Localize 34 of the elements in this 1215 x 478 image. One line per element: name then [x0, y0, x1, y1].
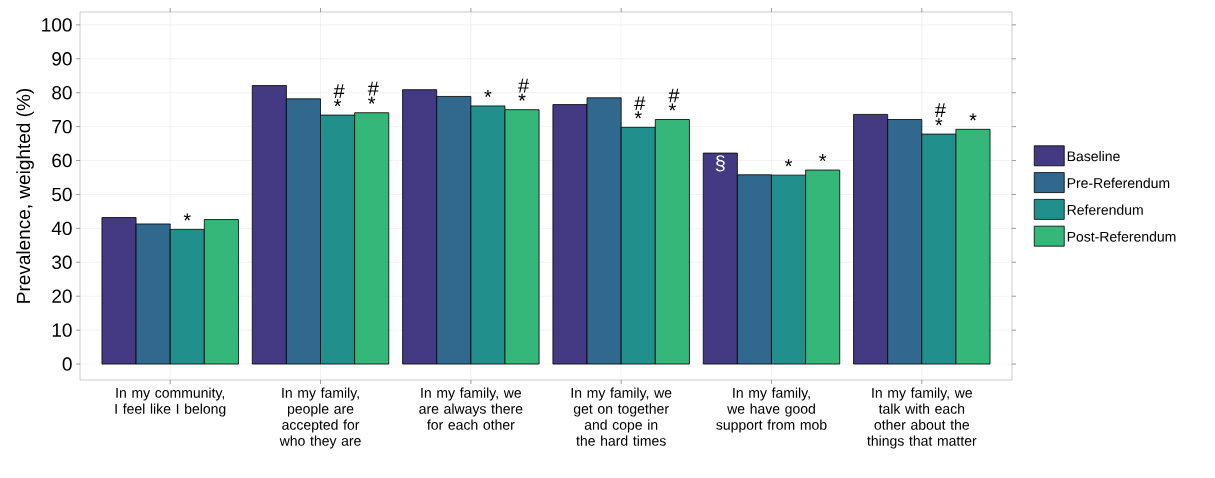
- data-label: *: [183, 213, 191, 221]
- y-tick-label: 0: [62, 357, 72, 371]
- y-tick-label: 100: [42, 18, 72, 32]
- x-tick-label: In my family, we talk with each other about the things that matter: [867, 387, 977, 449]
- data-label: # *: [367, 81, 379, 104]
- data-label: *: [969, 113, 977, 121]
- data-label: # *: [518, 78, 530, 101]
- x-tick-label: In my family, people are accepted for who they are: [279, 387, 361, 449]
- legend-label: Baseline: [1067, 150, 1120, 162]
- y-tick-label: 30: [52, 255, 72, 270]
- legend-label: Pre-Referendum: [1067, 177, 1170, 189]
- data-label: §: [715, 155, 725, 172]
- y-tick-label: 20: [52, 289, 72, 303]
- data-label: *: [819, 154, 827, 162]
- y-tick-label: 40: [51, 221, 72, 236]
- legend-label: Post-Referendum: [1067, 231, 1176, 242]
- data-label: *: [484, 89, 492, 97]
- x-tick-label: In my community, I feel like I belong: [115, 387, 226, 417]
- y-axis-title: Prevalence, weighted (%): [16, 88, 34, 303]
- y-tick-label: 10: [52, 323, 72, 337]
- data-label: *: [784, 159, 793, 167]
- y-tick-label: 50: [52, 187, 72, 202]
- data-label: # *: [634, 96, 646, 119]
- data-label: # *: [934, 103, 946, 126]
- y-tick-label: 70: [52, 119, 72, 134]
- x-tick-label: In my family, we have good support from mob: [716, 387, 827, 433]
- y-tick-label: 60: [52, 153, 72, 168]
- x-tick-label: In my family, we get on together and cope in the hard times: [571, 387, 672, 446]
- data-label: # *: [333, 84, 345, 107]
- data-label: # *: [668, 88, 680, 111]
- y-tick-label: 80: [52, 85, 72, 100]
- x-tick-label: In my family, we are always there for each other: [419, 387, 523, 430]
- y-tick-label: 90: [52, 52, 72, 66]
- legend-label: Referendum: [1067, 204, 1143, 215]
